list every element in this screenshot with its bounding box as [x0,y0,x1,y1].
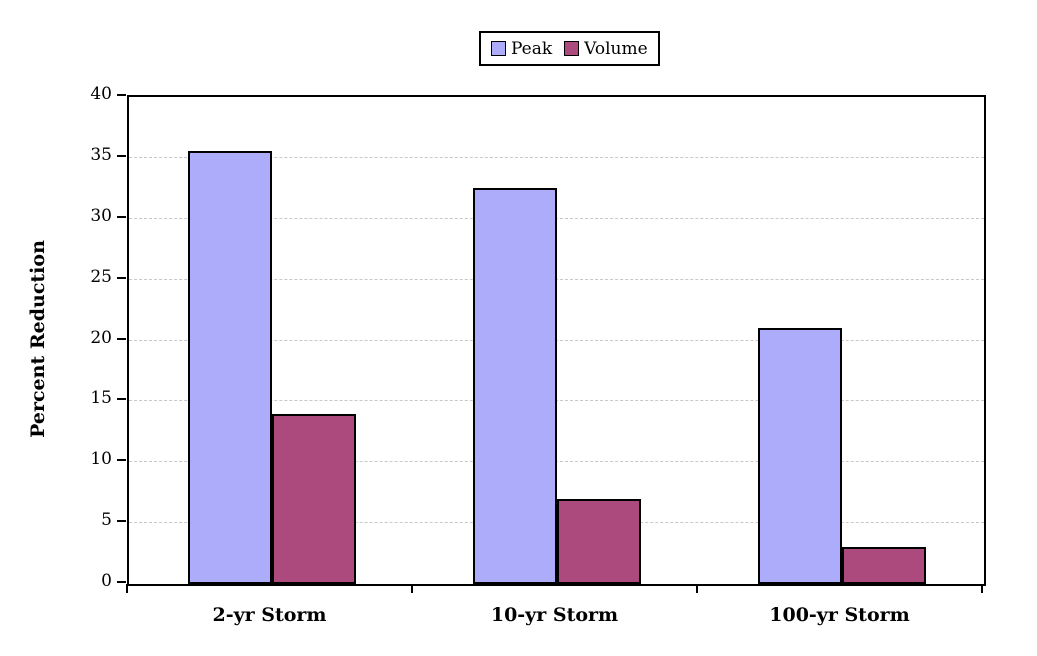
legend-item-peak: Peak [491,39,552,59]
y-tick-mark-20 [117,337,126,340]
y-tick-label-40: 40 [90,84,112,104]
legend-label-volume: Volume [584,38,648,59]
y-tick-mark-15 [117,398,126,401]
bar-peak-100-yr-storm [757,328,842,584]
x-tick-mark-1 [411,584,413,593]
x-category-label-2-yr-storm: 2-yr Storm [212,604,327,626]
bar-volume-100-yr-storm [841,547,926,584]
y-tick-mark-35 [117,154,126,157]
x-tick-mark-0 [126,584,128,593]
y-tick-mark-5 [117,520,126,523]
y-tick-mark-0 [117,581,126,583]
gridline-30 [129,217,984,219]
y-tick-label-0: 0 [101,571,112,591]
bar-peak-10-yr-storm [472,188,557,584]
y-tick-mark-30 [117,215,126,218]
y-tick-mark-25 [117,276,126,279]
y-tick-label-25: 25 [90,266,112,287]
y-tick-label-15: 15 [90,388,112,409]
legend-swatch-peak-icon [491,41,506,56]
y-tick-mark-40 [117,94,126,96]
x-tick-mark-3 [981,584,983,593]
legend-swatch-volume-icon [564,41,580,56]
gridline-25 [129,278,984,280]
legend: Peak Volume [479,31,660,66]
x-tick-mark-2 [696,584,698,593]
bar-peak-2-yr-storm [187,150,272,584]
x-category-label-10-yr-storm: 10-yr Storm [490,604,619,626]
y-tick-label-10: 10 [90,449,112,470]
plot-area [127,95,986,586]
y-tick-mark-10 [117,459,126,462]
legend-item-volume: Volume [564,39,648,59]
gridline-15 [129,400,984,402]
y-tick-label-30: 30 [90,205,112,226]
x-category-label-100-yr-storm: 100-yr Storm [769,604,910,626]
y-tick-label-20: 20 [90,327,112,348]
legend-label-peak: Peak [511,38,553,59]
gridline-20 [129,339,984,341]
bar-volume-2-yr-storm [271,413,356,584]
gridline-35 [129,156,984,158]
y-axis-title: Percent Reduction [27,239,50,438]
y-tick-label-35: 35 [90,144,112,165]
gridline-10 [129,461,984,463]
y-tick-label-5: 5 [101,510,112,531]
bar-volume-10-yr-storm [556,498,641,584]
y-axis-title-wrap: Percent Reduction [16,95,60,582]
